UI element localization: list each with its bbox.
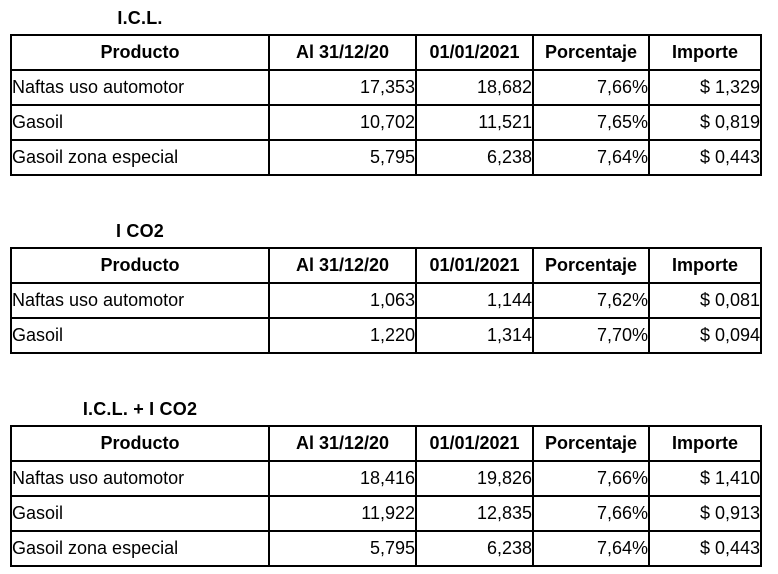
header-row: Producto Al 31/12/20 01/01/2021 Porcenta… <box>10 34 762 71</box>
table-title-icl-plus-ico2: I.C.L. + I CO2 <box>82 399 198 419</box>
value-cell-prev: 5,795 <box>268 139 417 176</box>
table-row: Naftas uso automotor 17,353 18,682 7,66%… <box>10 69 762 106</box>
value-cell-prev: 1,220 <box>268 317 417 354</box>
value-cell-prev: 11,922 <box>268 495 417 532</box>
importe-cell: $ 0,443 <box>648 530 762 567</box>
col-header-porcentaje: Porcentaje <box>532 425 650 462</box>
table-row: Naftas uso automotor 18,416 19,826 7,66%… <box>10 460 762 497</box>
value-cell-prev: 10,702 <box>268 104 417 141</box>
section-icl: I.C.L. Producto Al 31/12/20 01/01/2021 P… <box>0 8 778 176</box>
col-header-producto: Producto <box>10 247 270 284</box>
value-cell-prev: 5,795 <box>268 530 417 567</box>
section-ico2: I CO2 Producto Al 31/12/20 01/01/2021 Po… <box>0 221 778 354</box>
value-cell-new: 18,682 <box>415 69 534 106</box>
value-cell-prev: 1,063 <box>268 282 417 319</box>
porcentaje-cell: 7,66% <box>532 69 650 106</box>
value-cell-new: 1,144 <box>415 282 534 319</box>
producto-cell: Gasoil <box>10 495 270 532</box>
col-header-importe: Importe <box>648 425 762 462</box>
header-row: Producto Al 31/12/20 01/01/2021 Porcenta… <box>10 247 762 284</box>
value-cell-prev: 18,416 <box>268 460 417 497</box>
producto-cell: Gasoil zona especial <box>10 139 270 176</box>
producto-cell: Naftas uso automotor <box>10 460 270 497</box>
value-cell-new: 19,826 <box>415 460 534 497</box>
col-header-porcentaje: Porcentaje <box>532 34 650 71</box>
porcentaje-cell: 7,66% <box>532 495 650 532</box>
importe-cell: $ 0,819 <box>648 104 762 141</box>
col-header-01-01-2021: 01/01/2021 <box>415 34 534 71</box>
producto-cell: Naftas uso automotor <box>10 282 270 319</box>
table-title-icl: I.C.L. <box>117 8 163 28</box>
col-header-al-31-12-20: Al 31/12/20 <box>268 247 417 284</box>
col-header-al-31-12-20: Al 31/12/20 <box>268 425 417 462</box>
value-cell-new: 11,521 <box>415 104 534 141</box>
importe-cell: $ 0,443 <box>648 139 762 176</box>
importe-cell: $ 0,081 <box>648 282 762 319</box>
value-cell-new: 6,238 <box>415 139 534 176</box>
col-header-01-01-2021: 01/01/2021 <box>415 247 534 284</box>
porcentaje-cell: 7,62% <box>532 282 650 319</box>
value-cell-new: 1,314 <box>415 317 534 354</box>
porcentaje-cell: 7,66% <box>532 460 650 497</box>
col-header-importe: Importe <box>648 247 762 284</box>
importe-cell: $ 0,094 <box>648 317 762 354</box>
value-cell-new: 12,835 <box>415 495 534 532</box>
table-title-ico2: I CO2 <box>115 221 164 241</box>
header-row: Producto Al 31/12/20 01/01/2021 Porcenta… <box>10 425 762 462</box>
col-header-importe: Importe <box>648 34 762 71</box>
table-row: Gasoil 1,220 1,314 7,70% $ 0,094 <box>10 317 762 354</box>
table-row: Gasoil 11,922 12,835 7,66% $ 0,913 <box>10 495 762 532</box>
col-header-al-31-12-20: Al 31/12/20 <box>268 34 417 71</box>
importe-cell: $ 1,329 <box>648 69 762 106</box>
producto-cell: Gasoil <box>10 104 270 141</box>
icl-plus-ico2-table: Producto Al 31/12/20 01/01/2021 Porcenta… <box>10 425 762 567</box>
porcentaje-cell: 7,65% <box>532 104 650 141</box>
icl-table: Producto Al 31/12/20 01/01/2021 Porcenta… <box>10 34 762 176</box>
value-cell-new: 6,238 <box>415 530 534 567</box>
col-header-producto: Producto <box>10 34 270 71</box>
porcentaje-cell: 7,64% <box>532 530 650 567</box>
ico2-table: Producto Al 31/12/20 01/01/2021 Porcenta… <box>10 247 762 354</box>
table-row: Gasoil 10,702 11,521 7,65% $ 0,819 <box>10 104 762 141</box>
importe-cell: $ 1,410 <box>648 460 762 497</box>
value-cell-prev: 17,353 <box>268 69 417 106</box>
porcentaje-cell: 7,70% <box>532 317 650 354</box>
importe-cell: $ 0,913 <box>648 495 762 532</box>
table-row: Gasoil zona especial 5,795 6,238 7,64% $… <box>10 530 762 567</box>
table-row: Naftas uso automotor 1,063 1,144 7,62% $… <box>10 282 762 319</box>
col-header-01-01-2021: 01/01/2021 <box>415 425 534 462</box>
porcentaje-cell: 7,64% <box>532 139 650 176</box>
section-icl-plus-ico2: I.C.L. + I CO2 Producto Al 31/12/20 01/0… <box>0 399 778 567</box>
producto-cell: Gasoil zona especial <box>10 530 270 567</box>
producto-cell: Naftas uso automotor <box>10 69 270 106</box>
col-header-porcentaje: Porcentaje <box>532 247 650 284</box>
col-header-producto: Producto <box>10 425 270 462</box>
producto-cell: Gasoil <box>10 317 270 354</box>
table-row: Gasoil zona especial 5,795 6,238 7,64% $… <box>10 139 762 176</box>
